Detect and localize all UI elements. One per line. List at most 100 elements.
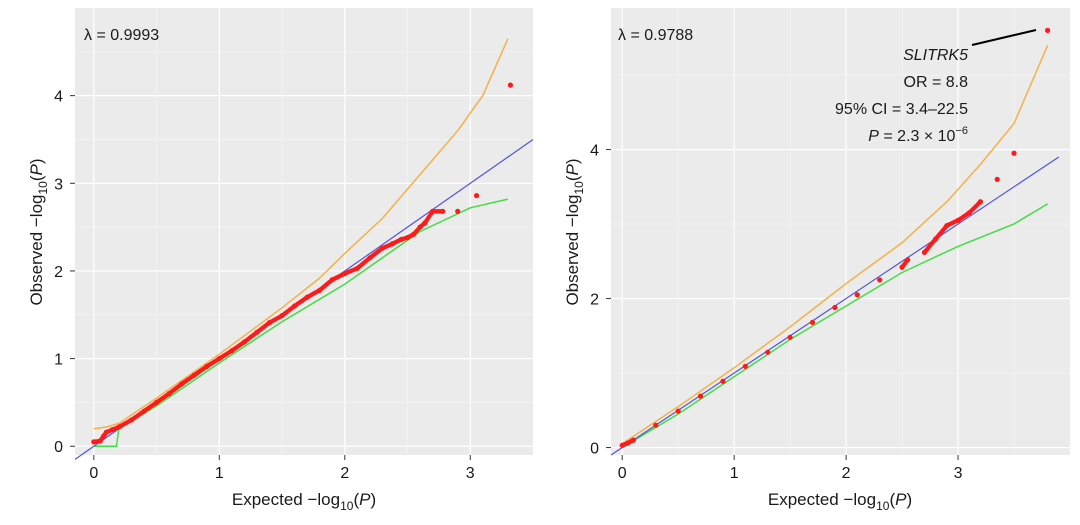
right-y-axis-title-sub: 10 bbox=[572, 181, 586, 195]
right-y-axis-title-p: P bbox=[563, 163, 582, 175]
left-qq-point bbox=[398, 236, 404, 242]
left-x-axis-title-p: P bbox=[359, 490, 371, 509]
annotation-p-letter: P bbox=[868, 128, 879, 145]
left-y-tick-label: 1 bbox=[54, 352, 63, 369]
right-x-tick-label: 2 bbox=[842, 465, 851, 482]
right-y-axis-title-close: ) bbox=[563, 158, 582, 164]
left-qq-point bbox=[241, 339, 247, 345]
right-qq-point bbox=[899, 264, 905, 270]
right-lambda-label: λ = 0.9788 bbox=[618, 27, 693, 44]
left-qq-point bbox=[191, 372, 197, 378]
left-qq-point bbox=[367, 255, 373, 261]
left-x-axis-title-close: ) bbox=[370, 490, 376, 509]
left-y-axis-title-text: Observed −log bbox=[27, 195, 46, 306]
right-qq-point bbox=[720, 378, 726, 384]
left-lower-ci-line bbox=[93, 198, 509, 447]
left-qq-point bbox=[455, 208, 461, 214]
annotation-p-exponent: −6 bbox=[955, 125, 968, 137]
left-qq-point bbox=[379, 245, 386, 251]
right-upper-ci-line bbox=[621, 45, 1049, 445]
left-qq-point bbox=[404, 235, 411, 241]
annotation-gene: SLITRK5 bbox=[903, 47, 968, 64]
right-qq-point bbox=[977, 199, 984, 205]
right-qq-point bbox=[630, 437, 636, 443]
left-axis-ticks: 0 1 2 3 0 1 2 3 4 bbox=[54, 89, 475, 482]
right-y-tick-label: 4 bbox=[590, 143, 599, 160]
left-x-axis-title-text: Expected −log bbox=[232, 490, 340, 509]
right-qq-point bbox=[1045, 27, 1051, 33]
annotation-or: OR = 8.8 bbox=[904, 74, 969, 91]
left-qq-point bbox=[254, 329, 260, 335]
right-qq-plot: 0 1 2 3 0 2 4 λ = 0.9788 SLITRK5 OR = 8.8 95% … bbox=[563, 8, 1070, 513]
left-qq-point bbox=[103, 429, 109, 435]
right-x-axis-title-close: ) bbox=[906, 490, 912, 509]
left-y-tick-label: 3 bbox=[54, 176, 63, 193]
left-qq-point bbox=[342, 270, 348, 277]
left-lambda-label: λ = 0.9993 bbox=[84, 27, 159, 44]
left-qq-point bbox=[266, 320, 273, 326]
right-qq-point bbox=[832, 304, 838, 311]
left-qq-point bbox=[430, 208, 436, 214]
left-y-axis-title: Observed −log10(P) bbox=[27, 158, 50, 305]
left-qq-point bbox=[440, 208, 446, 214]
right-x-axis-title-text: Expected −log bbox=[768, 490, 876, 509]
left-qq-point bbox=[110, 426, 116, 433]
right-qq-point bbox=[921, 249, 928, 255]
annotation-p-value: P = 2.3 × 10−6 bbox=[868, 125, 968, 145]
left-x-tick-label: 1 bbox=[215, 465, 224, 482]
right-qq-point bbox=[854, 292, 860, 298]
left-y-axis-title-p: P bbox=[27, 163, 46, 175]
left-data-points bbox=[91, 82, 514, 445]
left-upper-ci-line bbox=[93, 38, 509, 430]
right-qq-point bbox=[675, 408, 681, 414]
right-qq-point bbox=[944, 222, 950, 229]
left-qq-point bbox=[216, 355, 222, 362]
left-y-tick-label: 4 bbox=[54, 89, 63, 106]
left-y-axis-title-paren: ( bbox=[27, 175, 46, 181]
right-qq-point bbox=[765, 349, 771, 355]
right-qq-point bbox=[994, 176, 1000, 182]
left-x-tick-label: 0 bbox=[89, 465, 98, 482]
right-x-axis-title-paren: ( bbox=[889, 490, 895, 509]
left-qq-point bbox=[91, 439, 97, 445]
right-x-axis-title-sub: 10 bbox=[876, 499, 890, 513]
right-qq-point bbox=[787, 334, 793, 340]
right-x-tick-label: 0 bbox=[618, 465, 627, 482]
left-qq-point bbox=[354, 265, 360, 271]
right-gridlines bbox=[611, 8, 1070, 455]
right-qq-point bbox=[1011, 150, 1017, 156]
right-x-tick-label: 3 bbox=[954, 465, 963, 482]
left-qq-point bbox=[411, 231, 417, 237]
annotation-p-number: = 2.3 × 10 bbox=[879, 128, 956, 145]
right-qq-point bbox=[933, 236, 939, 242]
left-gridlines bbox=[75, 8, 533, 455]
left-qq-point bbox=[279, 313, 285, 319]
left-qq-point bbox=[116, 424, 122, 430]
right-qq-point bbox=[877, 277, 883, 283]
left-y-axis-title-close: ) bbox=[27, 158, 46, 164]
right-y-axis-title-text: Observed −log bbox=[563, 195, 582, 306]
left-qq-point bbox=[473, 192, 480, 199]
left-x-tick-label: 2 bbox=[340, 465, 349, 482]
right-x-tick-label: 1 bbox=[730, 465, 739, 482]
left-y-tick-label: 0 bbox=[54, 439, 63, 456]
right-data-points bbox=[619, 27, 1051, 448]
right-y-tick-label: 0 bbox=[590, 441, 599, 458]
right-y-tick-label: 2 bbox=[590, 292, 599, 309]
left-qq-point bbox=[229, 348, 235, 354]
right-x-axis-title-p: P bbox=[895, 490, 907, 509]
left-qq-point bbox=[97, 438, 103, 444]
right-qq-point bbox=[625, 440, 631, 446]
right-qq-point bbox=[697, 393, 704, 399]
left-x-tick-label: 3 bbox=[466, 465, 475, 482]
left-qq-point bbox=[329, 277, 335, 283]
left-qq-point bbox=[141, 408, 147, 414]
right-qq-point bbox=[955, 217, 961, 223]
right-y-axis-title-paren: ( bbox=[563, 175, 582, 181]
left-qq-point bbox=[422, 220, 428, 226]
left-plot-panel bbox=[75, 8, 533, 455]
left-qq-point bbox=[291, 303, 298, 309]
annotation-leader-line bbox=[971, 29, 1037, 46]
left-qq-point bbox=[166, 391, 172, 397]
